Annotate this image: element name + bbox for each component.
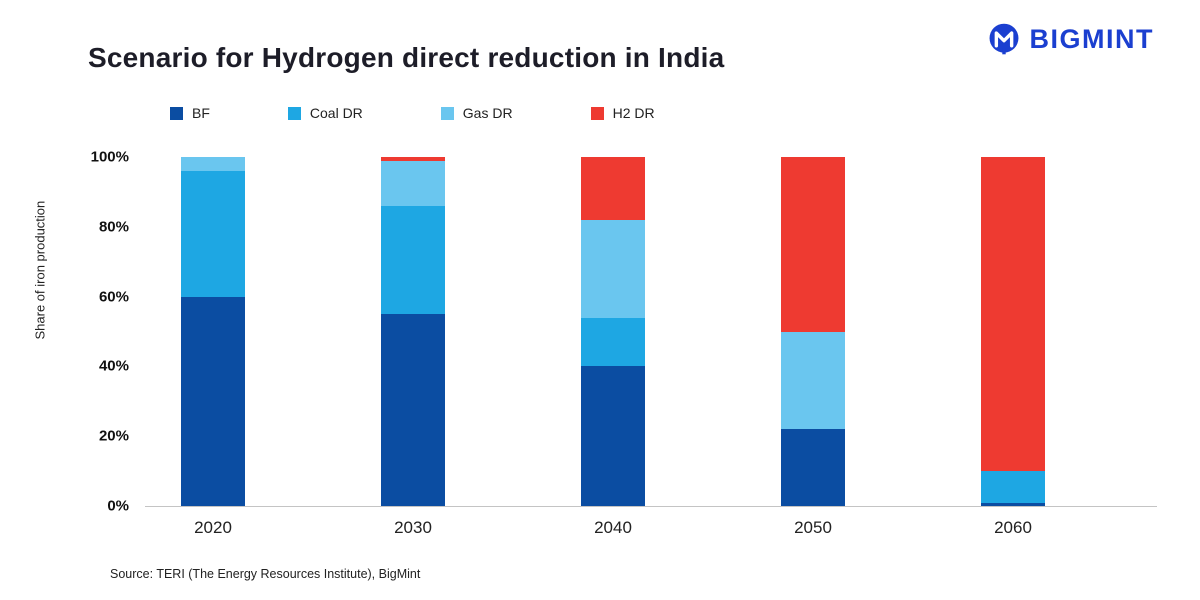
bigmint-logo-icon: [987, 22, 1021, 56]
bar-column-2030: [381, 157, 445, 506]
legend-swatch: [287, 106, 301, 120]
bar-segment-coal-dr: [181, 170, 245, 297]
y-tick-label: 20%: [98, 427, 129, 445]
bar-segment-bf: [981, 502, 1045, 506]
legend-label: Coal DR: [309, 105, 363, 121]
bar-segment-coal-dr: [981, 471, 1045, 503]
bar-segment-h2-dr: [781, 157, 845, 332]
y-tick-label: 80%: [98, 218, 129, 236]
y-tick-label: 100%: [90, 148, 129, 166]
bar-column-2020: [181, 157, 245, 506]
bar-segment-bf: [581, 366, 645, 506]
bar-segment-bf: [381, 314, 445, 506]
bar-segment-gas-dr: [381, 160, 445, 206]
legend-swatch: [590, 106, 604, 120]
brand-name: BIGMINT: [1029, 23, 1154, 54]
bar-column-2050: [781, 157, 845, 506]
x-axis-label-2050: 2050: [794, 518, 832, 537]
bar-segment-h2-dr: [381, 157, 445, 161]
bar-segment-gas-dr: [581, 219, 645, 318]
y-tick-label: 40%: [98, 357, 129, 375]
bar-segment-coal-dr: [381, 205, 445, 315]
bar-segment-bf: [781, 429, 845, 506]
bar-segment-bf: [181, 296, 245, 506]
bar-column-2040: [581, 157, 645, 506]
y-tick-label: 60%: [98, 288, 129, 306]
legend-item-bf: BF: [170, 105, 210, 121]
bar-segment-h2-dr: [981, 157, 1045, 472]
bar-column-2060: [981, 157, 1045, 506]
bar-segment-h2-dr: [581, 157, 645, 220]
legend-label: BF: [192, 105, 210, 121]
bar-segment-coal-dr: [581, 317, 645, 367]
source-note: Source: TERI (The Energy Resources Insti…: [110, 567, 421, 581]
legend-item-coal-dr: Coal DR: [287, 105, 363, 121]
legend: BF Coal DR Gas DR H2 DR: [170, 105, 655, 121]
page-title: Scenario for Hydrogen direct reduction i…: [88, 42, 725, 73]
legend-item-h2-dr: H2 DR: [590, 105, 655, 121]
bar-segment-gas-dr: [181, 157, 245, 171]
plot-area: 0% 20% 40% 60% 80% 100% 2020 2030 2040 2050 2060: [91, 149, 1157, 537]
legend-label: H2 DR: [612, 105, 655, 121]
bar-segment-gas-dr: [781, 331, 845, 430]
legend-label: Gas DR: [462, 105, 513, 121]
legend-item-gas-dr: Gas DR: [440, 105, 513, 121]
legend-swatch: [440, 106, 454, 120]
x-axis-label-2020: 2020: [194, 518, 232, 537]
x-axis-label-2040: 2040: [594, 518, 632, 537]
y-axis-title: Share of iron production: [32, 200, 48, 340]
x-axis-label-2060: 2060: [994, 518, 1032, 537]
y-tick-label: 0%: [107, 497, 129, 515]
brand-logo: BIGMINT: [987, 22, 1155, 56]
legend-swatch: [170, 106, 183, 120]
x-axis-label-2030: 2030: [394, 518, 432, 537]
